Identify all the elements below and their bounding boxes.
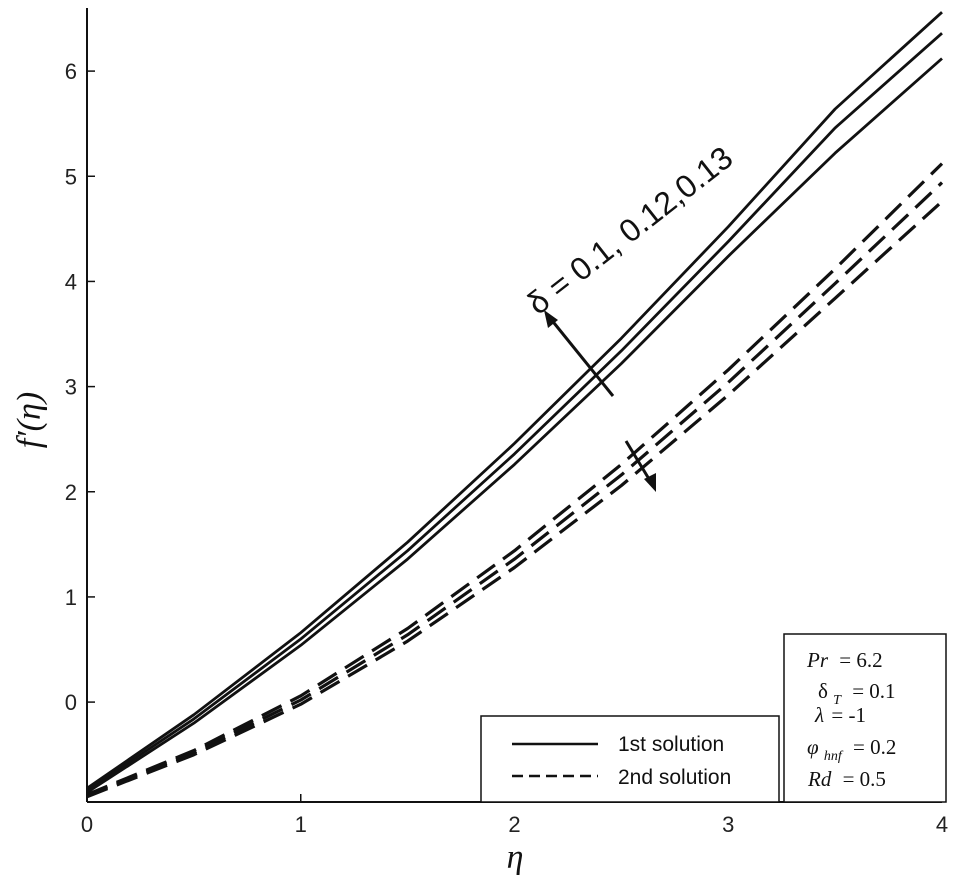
axis-ticks: 0 1 2 3 4 0 1 2 3 4 5 6 <box>65 59 948 837</box>
x-tick-label: 1 <box>295 812 307 837</box>
increase-arrow <box>548 317 615 397</box>
parameter-box-frame <box>783 633 947 803</box>
param-pr-symbol: Pr <box>806 648 829 672</box>
y-tick-label: 4 <box>65 269 77 294</box>
x-tick-label: 3 <box>722 812 734 837</box>
second-solution-curve-2 <box>86 181 944 798</box>
x-tick-label: 0 <box>81 812 93 837</box>
decrease-arrow <box>624 440 654 485</box>
param-phi-symbol: φ <box>807 735 819 759</box>
curves <box>86 11 944 799</box>
param-pr-value: = 6.2 <box>839 648 882 672</box>
param-rd: Rd = 0.5 <box>807 767 886 791</box>
y-axis-label: f′(η) <box>11 392 48 448</box>
legend: 1st solution 2nd solution <box>480 715 780 803</box>
legend-label-second: 2nd solution <box>618 766 731 789</box>
param-phi-sub: hnf <box>824 749 844 764</box>
y-tick-label: 3 <box>65 375 77 400</box>
x-tick-label: 2 <box>508 812 520 837</box>
legend-label-first: 1st solution <box>618 733 724 756</box>
x-axis-label: η <box>507 839 524 876</box>
x-tick-label: 4 <box>936 812 948 837</box>
increase-arrowhead <box>544 310 558 328</box>
param-delta-t-symbol: δ <box>818 679 828 703</box>
param-delta-t: δ T = 0.1 <box>818 679 896 709</box>
legend-box <box>480 715 780 803</box>
param-pr: Pr = 6.2 <box>806 648 883 672</box>
y-tick-label: 1 <box>65 585 77 610</box>
decrease-arrowhead <box>644 473 656 492</box>
param-delta-t-sub: T <box>833 693 842 708</box>
param-phi-value: = 0.2 <box>853 735 896 759</box>
second-solution-curve-3 <box>86 200 944 799</box>
y-tick-label: 6 <box>65 59 77 84</box>
param-lambda-symbol: λ <box>814 703 824 727</box>
first-solution-curve-1 <box>86 11 943 790</box>
param-phi: φ hnf = 0.2 <box>807 735 896 765</box>
param-lambda-value: = -1 <box>831 703 866 727</box>
first-solution-curve-3 <box>86 57 943 794</box>
parameter-box: Pr = 6.2 δ T = 0.1 λ = -1 φ hnf = 0.2 Rd… <box>783 633 947 803</box>
param-rd-value: = 0.5 <box>843 767 886 791</box>
y-tick-label: 5 <box>65 164 77 189</box>
param-lambda: λ = -1 <box>814 703 866 727</box>
second-solution-curve-1 <box>86 162 944 797</box>
y-tick-label: 2 <box>65 480 77 505</box>
first-solution-curve-2 <box>86 32 943 792</box>
param-rd-symbol: Rd <box>807 767 832 791</box>
y-tick-label: 0 <box>65 690 77 715</box>
param-delta-t-value: = 0.1 <box>852 679 895 703</box>
